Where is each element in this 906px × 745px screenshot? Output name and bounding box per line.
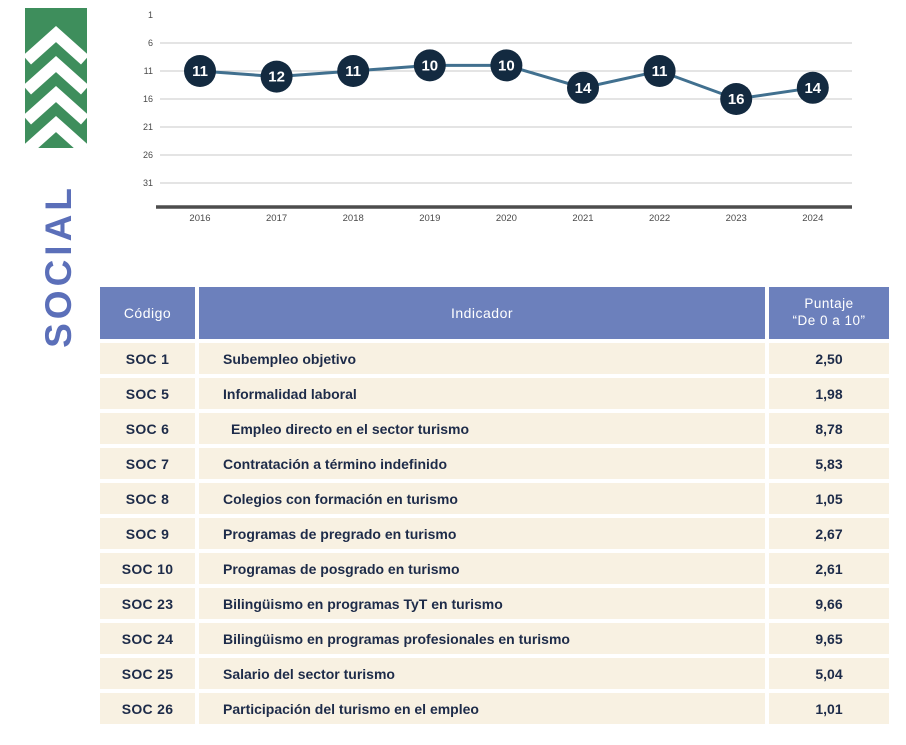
column-header-indicador: Indicador bbox=[199, 287, 765, 339]
x-tick-label: 2017 bbox=[266, 213, 287, 224]
row-score: 9,66 bbox=[769, 588, 889, 619]
rank-marker bbox=[413, 49, 446, 82]
rank-marker-label: 10 bbox=[421, 57, 438, 74]
x-tick-label: 2020 bbox=[496, 213, 517, 224]
row-indicator: Informalidad laboral bbox=[199, 378, 765, 409]
row-indicator: Participación del turismo en el empleo bbox=[199, 693, 765, 724]
row-code: SOC 5 bbox=[100, 378, 195, 409]
y-tick-label: 6 bbox=[148, 38, 153, 48]
row-score: 1,98 bbox=[769, 378, 889, 409]
row-indicator: Empleo directo en el sector turismo bbox=[199, 413, 765, 444]
rank-marker-label: 11 bbox=[192, 63, 208, 80]
x-tick-label: 2021 bbox=[572, 213, 593, 224]
row-indicator: Bilingüismo en programas TyT en turismo bbox=[199, 588, 765, 619]
rank-marker-label: 11 bbox=[652, 63, 668, 80]
y-tick-label: 26 bbox=[143, 150, 153, 160]
row-score: 2,50 bbox=[769, 343, 889, 374]
rank-marker bbox=[796, 71, 829, 104]
row-code: SOC 26 bbox=[100, 693, 195, 724]
rank-marker bbox=[184, 55, 216, 87]
row-score: 2,67 bbox=[769, 518, 889, 549]
x-tick-label: 2023 bbox=[726, 213, 747, 224]
row-code: SOC 9 bbox=[100, 518, 195, 549]
rank-marker-label: 14 bbox=[575, 80, 592, 97]
row-indicator: Subempleo objetivo bbox=[199, 343, 765, 374]
row-code: SOC 6 bbox=[100, 413, 195, 444]
y-tick-label: 1 bbox=[148, 10, 153, 20]
rank-marker bbox=[490, 49, 523, 82]
row-score: 5,04 bbox=[769, 658, 889, 689]
y-tick-label: 16 bbox=[143, 94, 153, 104]
row-indicator: Salario del sector turismo bbox=[199, 658, 765, 689]
y-tick-label: 21 bbox=[143, 122, 153, 132]
column-header-puntaje: Puntaje “De 0 a 10” bbox=[769, 287, 889, 339]
row-indicator: Contratación a término indefinido bbox=[199, 448, 765, 479]
x-tick-label: 2016 bbox=[189, 213, 210, 224]
x-tick-label: 2018 bbox=[343, 213, 364, 224]
rank-marker-label: 14 bbox=[804, 80, 821, 97]
rank-marker bbox=[567, 71, 599, 104]
x-tick-label: 2022 bbox=[649, 213, 670, 224]
indicator-table: Código Indicador Puntaje “De 0 a 10” SOC… bbox=[100, 287, 890, 724]
ranking-trend-chart: 1 6 11 16 21 26 31 2016 2017 2018 2019 2020 2021 2022… bbox=[136, 2, 860, 234]
row-score: 1,05 bbox=[769, 483, 889, 514]
row-score: 8,78 bbox=[769, 413, 889, 444]
y-tick-label: 11 bbox=[144, 66, 153, 76]
row-code: SOC 24 bbox=[100, 623, 195, 654]
row-code: SOC 23 bbox=[100, 588, 195, 619]
row-score: 2,61 bbox=[769, 553, 889, 584]
row-indicator: Programas de posgrado en turismo bbox=[199, 553, 765, 584]
row-indicator: Colegios con formación en turismo bbox=[199, 483, 765, 514]
rank-marker bbox=[260, 60, 293, 93]
section-label-social: SOCIAL bbox=[38, 184, 79, 348]
rank-marker bbox=[720, 83, 753, 115]
row-code: SOC 25 bbox=[100, 658, 195, 689]
brand-chevron-logo bbox=[25, 8, 87, 148]
row-code: SOC 1 bbox=[100, 343, 195, 374]
rank-marker-label: 11 bbox=[345, 63, 361, 80]
rank-marker-label: 16 bbox=[728, 91, 745, 108]
puntaje-header-line2: “De 0 a 10” bbox=[792, 313, 866, 328]
row-score: 1,01 bbox=[769, 693, 889, 724]
rank-marker bbox=[337, 55, 370, 87]
x-tick-label: 2024 bbox=[802, 213, 823, 224]
rank-marker-label: 10 bbox=[498, 57, 515, 74]
rank-marker bbox=[643, 55, 676, 87]
chevron-up-icon bbox=[25, 25, 87, 148]
row-code: SOC 10 bbox=[100, 553, 195, 584]
row-indicator: Bilingüismo en programas profesionales e… bbox=[199, 623, 765, 654]
row-code: SOC 7 bbox=[100, 448, 195, 479]
column-header-codigo: Código bbox=[100, 287, 195, 339]
row-score: 9,65 bbox=[769, 623, 889, 654]
row-code: SOC 8 bbox=[100, 483, 195, 514]
puntaje-header-line1: Puntaje bbox=[804, 296, 854, 312]
row-indicator: Programas de pregrado en turismo bbox=[199, 518, 765, 549]
rank-marker-label: 12 bbox=[268, 69, 285, 86]
y-tick-label: 31 bbox=[143, 178, 153, 188]
row-score: 5,83 bbox=[769, 448, 889, 479]
x-tick-label: 2019 bbox=[419, 213, 440, 224]
